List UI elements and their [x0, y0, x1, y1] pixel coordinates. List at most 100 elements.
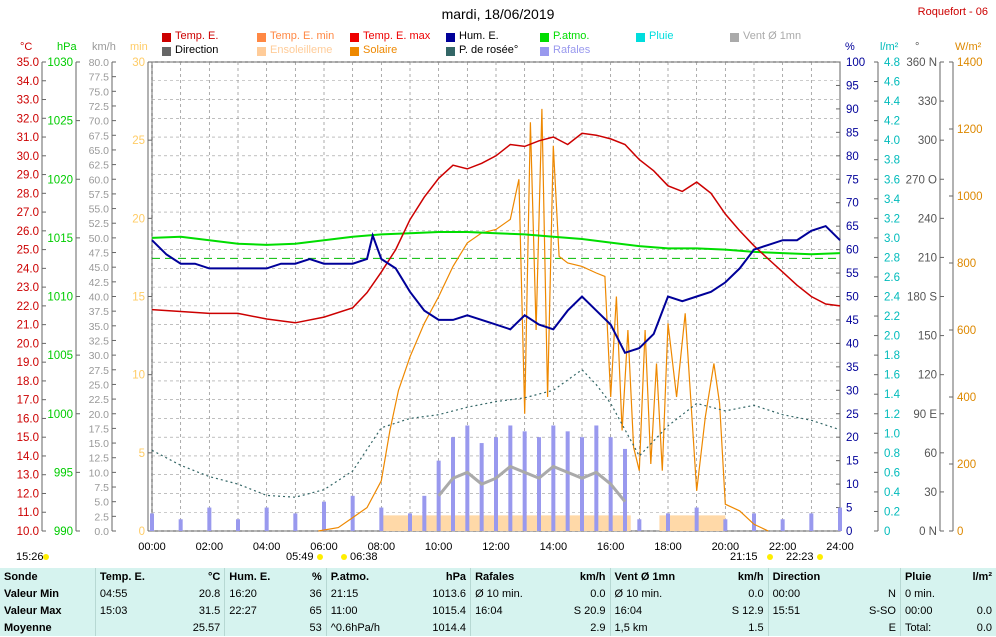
x-tick-label: 14:00	[540, 541, 568, 553]
axis-tick-label: 40.0	[89, 292, 110, 304]
axis-tick-label: 45.0	[89, 262, 110, 274]
summary-cell: Valeur Min	[4, 587, 60, 600]
axis-tick-label: 0.4	[884, 487, 901, 499]
axis-tick-label: 25.0	[89, 379, 110, 391]
summary-cell: 15:03	[94, 602, 173, 619]
axis-tick-label: 800	[957, 258, 976, 270]
axis-tick-label: 15	[132, 292, 145, 304]
sun-marker-icon	[767, 554, 773, 560]
axis-unit-label: min	[130, 41, 148, 53]
gust-bar	[666, 513, 670, 531]
axis-tick-label: 25	[132, 135, 145, 147]
axis-tick-label: 4.8	[884, 57, 900, 69]
summary-cell	[767, 619, 850, 636]
gust-bar	[809, 513, 814, 531]
axis-tick-label: 20.0	[89, 409, 110, 421]
axis-tick-label: 1.8	[884, 350, 900, 362]
summary-cell: 0.0	[976, 621, 992, 634]
axis-tick-label: 0	[957, 526, 963, 538]
axis-tick-label: 20	[846, 432, 859, 444]
axis-tick-label: 1010	[47, 292, 73, 304]
axis-tick-label: 22.0	[17, 301, 39, 313]
gust-bar	[436, 460, 441, 531]
axis-tick-label: 80	[846, 151, 859, 163]
axis-tick-label: 1000	[47, 409, 73, 421]
axis-tick-label: 15.0	[17, 432, 39, 444]
axis-tick-label: 57.5	[89, 189, 110, 201]
axis-unit-label: W/m²	[955, 41, 982, 53]
axis-tick-label: 42.5	[89, 277, 110, 289]
axis-unit-label: °C	[20, 41, 32, 53]
axis-tick-label: 0.0	[94, 526, 109, 538]
axis-tick-label: 50.0	[89, 233, 110, 245]
gust-bar	[322, 501, 326, 531]
gust-bar	[752, 513, 756, 531]
axis-tick-label: 70	[846, 198, 859, 210]
legend-label: Temp. E. min	[270, 30, 335, 42]
axis-tick-label: 2.5	[94, 511, 109, 523]
sun-marker-label: 21:15	[730, 551, 758, 563]
sunshine-bar	[659, 515, 697, 531]
axis-tick-label: 600	[957, 325, 976, 337]
axis-tick-label: 995	[54, 467, 73, 479]
summary-row: Valeur Min 04:55 20.8 16:20 36 21:15 1013.6 Ø 1…	[0, 585, 996, 602]
sun-marker-label: 22:23	[786, 551, 814, 563]
summary-cell: E	[888, 621, 896, 634]
axis-tick-label: 60.0	[89, 174, 110, 186]
gust-bar	[494, 437, 498, 531]
summary-cell: Sonde	[4, 570, 38, 583]
axis-tick-label: 70.0	[89, 116, 110, 128]
gust-bar	[379, 507, 384, 531]
axis-tick-label: 21.0	[17, 320, 39, 332]
axis-tick-label: 11.0	[17, 507, 39, 519]
axis-tick-label: 3.2	[884, 213, 900, 225]
gust-bar	[350, 495, 355, 531]
gust-bar	[178, 519, 183, 531]
axis-tick-label: 17.5	[89, 423, 110, 435]
gust-bar	[623, 448, 627, 531]
axis-tick-label: 0.8	[884, 448, 900, 460]
summary-cell: %	[311, 570, 322, 583]
axis-tick-label: 34.0	[17, 76, 39, 88]
axis-tick-label: 1.0	[884, 428, 900, 440]
axis-tick-label: 0 N	[919, 526, 937, 538]
summary-cell: 0.0	[748, 587, 764, 600]
summary-cell: Valeur Max	[4, 604, 62, 617]
summary-cell: S-SO	[869, 604, 896, 617]
axis-tick-label: 19.0	[17, 357, 39, 369]
axis-tick-label: 60	[924, 448, 937, 460]
summary-cell: km/h	[737, 570, 764, 583]
axis-tick-label: 400	[957, 392, 976, 404]
summary-cell: °C	[207, 570, 221, 583]
legend-label: Vent Ø 1mn	[743, 30, 802, 42]
gust-bar	[537, 437, 541, 531]
axis-tick-label: 27.5	[89, 365, 110, 377]
axis-tick-label: 72.5	[89, 101, 110, 113]
summary-cell: 15:51	[767, 602, 850, 619]
summary-cell: Ø 10 min.	[470, 585, 552, 602]
legend-swatch	[350, 47, 359, 56]
summary-cell: 36	[309, 587, 322, 600]
legend-label: Temp. E.	[175, 30, 219, 42]
axis-tick-label: 360 N	[906, 57, 937, 69]
summary-cell	[224, 619, 297, 636]
gust-bar	[150, 513, 154, 531]
legend-swatch	[257, 33, 266, 42]
axis-tick-label: 3.8	[884, 155, 900, 167]
sun-marker-label: 05:49	[286, 551, 314, 563]
axis-tick-label: 15	[846, 456, 859, 468]
axis-tick-label: 47.5	[89, 248, 110, 260]
summary-cell: ^0.6hPa/h	[325, 619, 410, 636]
gust-bar	[580, 437, 584, 531]
summary-row: Moyenne 25.57 53 ^0.6hPa/h 1014.4 2.9 1,5 km 1.…	[0, 619, 996, 636]
gust-bar	[451, 437, 455, 531]
sunshine-bar	[610, 515, 631, 531]
axis-tick-label: 35.0	[89, 321, 110, 333]
axis-tick-label: 50	[846, 292, 859, 304]
summary-cell: 0.0	[976, 604, 992, 617]
axis-unit-label: km/h	[92, 41, 116, 53]
gust-bar	[236, 519, 240, 531]
legend-label: Solaire	[363, 44, 398, 56]
summary-header-row: Sonde Temp. E. °C Hum. E.% P.atmo. hPa Rafales…	[0, 568, 996, 585]
